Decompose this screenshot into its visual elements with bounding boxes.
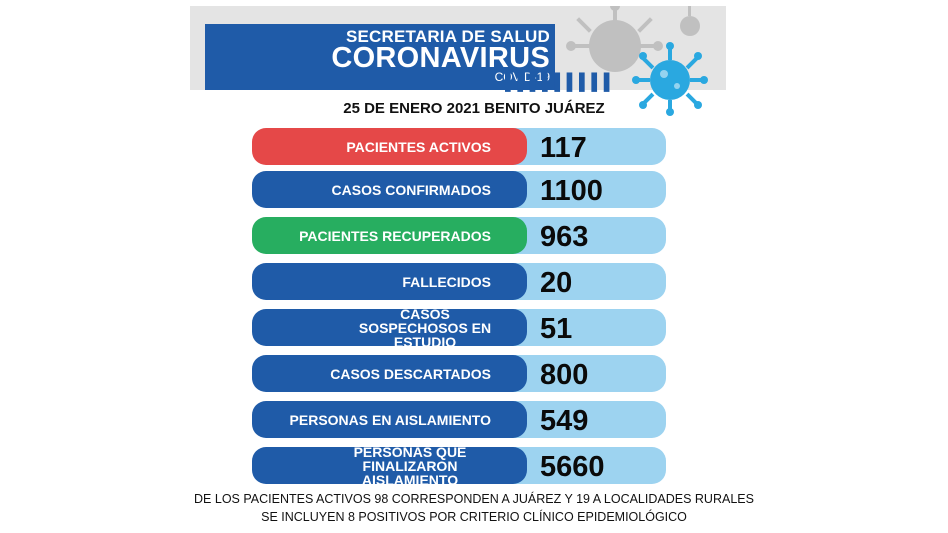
stat-value-background <box>507 171 666 208</box>
header-title-line1: SECRETARIA DE SALUD <box>345 27 550 46</box>
stat-label-pill: FALLECIDOS <box>252 263 527 300</box>
stat-value-background <box>507 401 666 438</box>
stat-value: 800 <box>540 359 589 391</box>
stat-row-finalizaron-aislamiento: PERSONAS QUE FINALIZARON AISLAMIENTO 566… <box>252 443 666 488</box>
header-title-line2: CORONAVIRUS <box>331 42 550 74</box>
stat-label-pill: PERSONAS EN AISLAMIENTO <box>252 401 527 438</box>
stat-value-background <box>507 447 666 484</box>
stat-value-background <box>507 263 666 300</box>
footer-note-line2: SE INCLUYEN 8 POSITIVOS POR CRITERIO CLÍ… <box>261 510 687 524</box>
virus-icon <box>566 6 708 116</box>
stat-value: 549 <box>540 405 589 437</box>
stat-label: PERSONAS EN AISLAMIENTO <box>289 411 491 428</box>
stat-label: FALLECIDOS <box>402 273 491 290</box>
stat-label-pill: PERSONAS QUE FINALIZARON AISLAMIENTO <box>252 443 527 488</box>
stat-label-pill: CASOS SOSPECHOSOS EN ESTUDIO <box>252 305 527 350</box>
stat-value-background <box>507 309 666 346</box>
stat-row-pacientes-activos: PACIENTES ACTIVOS 117 <box>252 128 666 165</box>
footer-note-line1: DE LOS PACIENTES ACTIVOS 98 CORRESPONDEN… <box>194 492 754 506</box>
stat-value-background <box>507 355 666 392</box>
stat-label-pill: CASOS DESCARTADOS <box>252 355 527 392</box>
stat-label: PACIENTES RECUPERADOS <box>299 227 491 244</box>
stat-label: PERSONAS QUE FINALIZARON AISLAMIENTO <box>353 443 467 488</box>
stat-label-pill: PACIENTES RECUPERADOS <box>252 217 527 254</box>
stat-label: CASOS CONFIRMADOS <box>331 181 491 198</box>
stat-value: 117 <box>540 132 587 164</box>
stat-row-casos-sospechosos: CASOS SOSPECHOSOS EN ESTUDIO 51 <box>252 305 666 350</box>
header-blue-banner <box>205 24 555 90</box>
stat-value: 1100 <box>540 175 603 207</box>
stat-row-personas-aislamiento: PERSONAS EN AISLAMIENTO 549 <box>252 401 666 438</box>
stat-value: 5660 <box>540 451 605 483</box>
stat-label: CASOS DESCARTADOS <box>330 365 491 382</box>
stat-value-background <box>507 128 666 165</box>
stat-value: 20 <box>540 267 573 299</box>
stat-row-fallecidos: FALLECIDOS 20 <box>252 263 666 300</box>
stat-value: 51 <box>540 313 573 345</box>
stat-label: CASOS SOSPECHOSOS EN ESTUDIO <box>358 305 492 350</box>
stat-row-pacientes-recuperados: PACIENTES RECUPERADOS 963 <box>252 217 666 254</box>
stat-label-pill: PACIENTES ACTIVOS <box>252 128 527 165</box>
stat-row-casos-confirmados: CASOS CONFIRMADOS 1100 <box>252 171 666 208</box>
stat-label-pill: CASOS CONFIRMADOS <box>252 171 527 208</box>
stat-label: PACIENTES ACTIVOS <box>346 138 491 155</box>
stat-value-background <box>507 217 666 254</box>
report-date: 25 DE ENERO 2021 BENITO JUÁREZ <box>343 100 605 117</box>
stat-row-casos-descartados: CASOS DESCARTADOS 800 <box>252 355 666 392</box>
stat-value: 963 <box>540 221 589 253</box>
header-stripes-decoration: ▌▌▌▌▌▌▌▌▌ <box>505 74 617 91</box>
header-title-line3: COVID-19 <box>494 70 550 84</box>
